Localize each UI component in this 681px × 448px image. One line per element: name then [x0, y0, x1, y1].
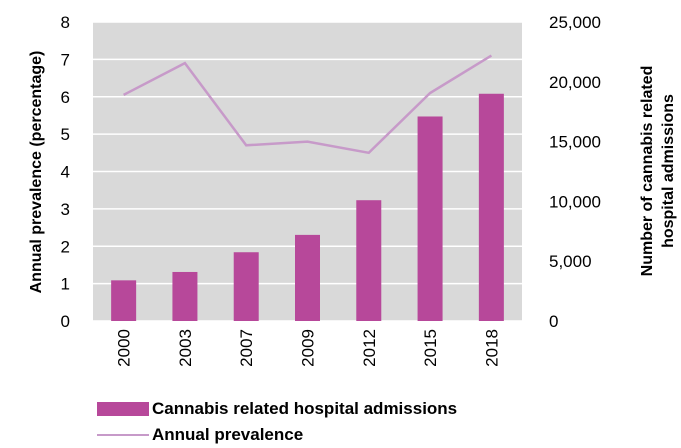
- bar: [233, 252, 259, 321]
- legend-line-swatch: [97, 434, 149, 436]
- legend-label-admissions: Cannabis related hospital admissions: [152, 399, 458, 418]
- right-tick-label: 5,000: [549, 252, 592, 271]
- right-axis-title-line2: hospital admissions: [660, 94, 677, 248]
- left-tick-label: 6: [61, 88, 70, 107]
- right-axis-title-line1: Number of cannabis related: [639, 66, 656, 277]
- legend: Cannabis related hospital admissions Ann…: [97, 396, 457, 448]
- x-axis-ticks: 2000 2003 2007 2009 2012 2015 2018: [115, 329, 502, 367]
- left-axis-ticks: 0 1 2 3 4 5 6 7 8: [61, 13, 70, 331]
- left-tick-label: 8: [61, 13, 70, 32]
- legend-bar-swatch: [97, 402, 149, 416]
- left-tick-label: 5: [61, 125, 70, 144]
- right-axis-ticks: 0 5,000 10,000 15,000 20,000 25,000: [549, 13, 601, 331]
- left-tick-label: 0: [61, 312, 70, 331]
- x-tick-label: 2003: [176, 329, 195, 367]
- prevalence-line: [123, 54, 493, 155]
- x-tick-label: 2009: [299, 329, 318, 367]
- bar: [111, 280, 137, 321]
- left-tick-label: 1: [61, 275, 70, 294]
- right-tick-label: 25,000: [549, 13, 601, 32]
- left-tick-label: 4: [61, 163, 70, 182]
- x-tick-label: 2000: [115, 329, 134, 367]
- left-tick-label: 2: [61, 237, 70, 256]
- right-tick-label: 15,000: [549, 133, 601, 152]
- x-tick-label: 2018: [482, 329, 501, 367]
- line-series: [123, 54, 493, 155]
- bar: [172, 271, 198, 321]
- left-axis-title: Annual prevalence (percentage): [28, 51, 45, 294]
- bar-series: [111, 93, 504, 321]
- legend-label-prevalence: Annual prevalence: [152, 425, 304, 444]
- x-tick-label: 2012: [360, 329, 379, 367]
- legend-item-admissions: Cannabis related hospital admissions: [97, 396, 457, 422]
- legend-item-prevalence: Annual prevalence: [97, 422, 457, 448]
- x-tick-label: 2007: [237, 329, 256, 367]
- right-tick-label: 10,000: [549, 192, 601, 211]
- bar: [478, 93, 504, 321]
- bar: [417, 116, 443, 321]
- left-tick-label: 3: [61, 200, 70, 219]
- right-tick-label: 0: [549, 312, 558, 331]
- bar: [295, 234, 320, 321]
- left-tick-label: 7: [61, 50, 70, 69]
- right-tick-label: 20,000: [549, 73, 601, 92]
- bar: [356, 200, 382, 321]
- x-tick-label: 2015: [421, 329, 440, 367]
